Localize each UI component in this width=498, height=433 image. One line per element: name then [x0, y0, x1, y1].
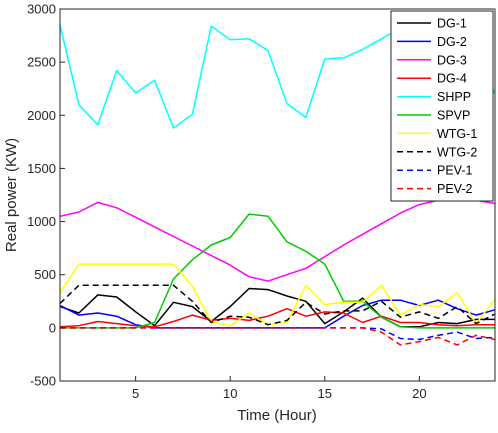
axis-ticks: 5 10 15 20 -500 0 500 1000 1500 2000 2500 3000: [27, 2, 427, 402]
legend: DG-1 DG-2 DG-3 DG-4 SHPP SPVP WTG-1 WTG-2 PEV-1 P…: [390, 10, 494, 202]
legend-label-dg-1: DG-1: [437, 17, 467, 31]
series-line-pev-2: [60, 327, 496, 346]
legend-label-pev-1: PEV-1: [437, 164, 472, 178]
legend-label-dg-3: DG-3: [437, 53, 467, 67]
x-tick-label: 10: [223, 386, 237, 401]
series-line-wtg-1: [59, 263, 496, 327]
legend-label-spvp: SPVP: [437, 109, 470, 123]
legend-label-shpp: SHPP: [437, 90, 471, 104]
legend-box: [390, 10, 494, 202]
y-tick-label: 1000: [27, 214, 56, 229]
plot-lines: [59, 22, 496, 346]
x-tick-label: 20: [412, 386, 426, 401]
legend-label-wtg-1: WTG-1: [437, 127, 477, 141]
y-tick-label: 2500: [27, 55, 56, 70]
series-line-dg-3: [59, 199, 496, 282]
y-tick-label: 500: [34, 267, 56, 282]
legend-label-dg-4: DG-4: [437, 72, 467, 86]
y-tick-label: -500: [30, 374, 56, 389]
x-tick-label: 15: [318, 386, 332, 401]
legend-label-wtg-2: WTG-2: [437, 145, 477, 159]
plot-frame: [59, 8, 496, 382]
series-line-dg-4: [59, 307, 495, 328]
y-tick-label: 1500: [27, 161, 56, 176]
y-axis-title: Real power (KW): [3, 138, 20, 252]
series-line-dg-1: [59, 287, 495, 328]
x-tick-label: 5: [132, 386, 139, 401]
x-axis-title: Time (Hour): [237, 407, 316, 424]
legend-label-dg-2: DG-2: [437, 35, 467, 49]
y-tick-label: 3000: [27, 2, 56, 17]
series-line-wtg-2: [59, 284, 496, 326]
y-tick-label: 2000: [27, 108, 56, 123]
legend-label-pev-2: PEV-2: [437, 182, 472, 196]
y-tick-label: 0: [49, 320, 56, 335]
